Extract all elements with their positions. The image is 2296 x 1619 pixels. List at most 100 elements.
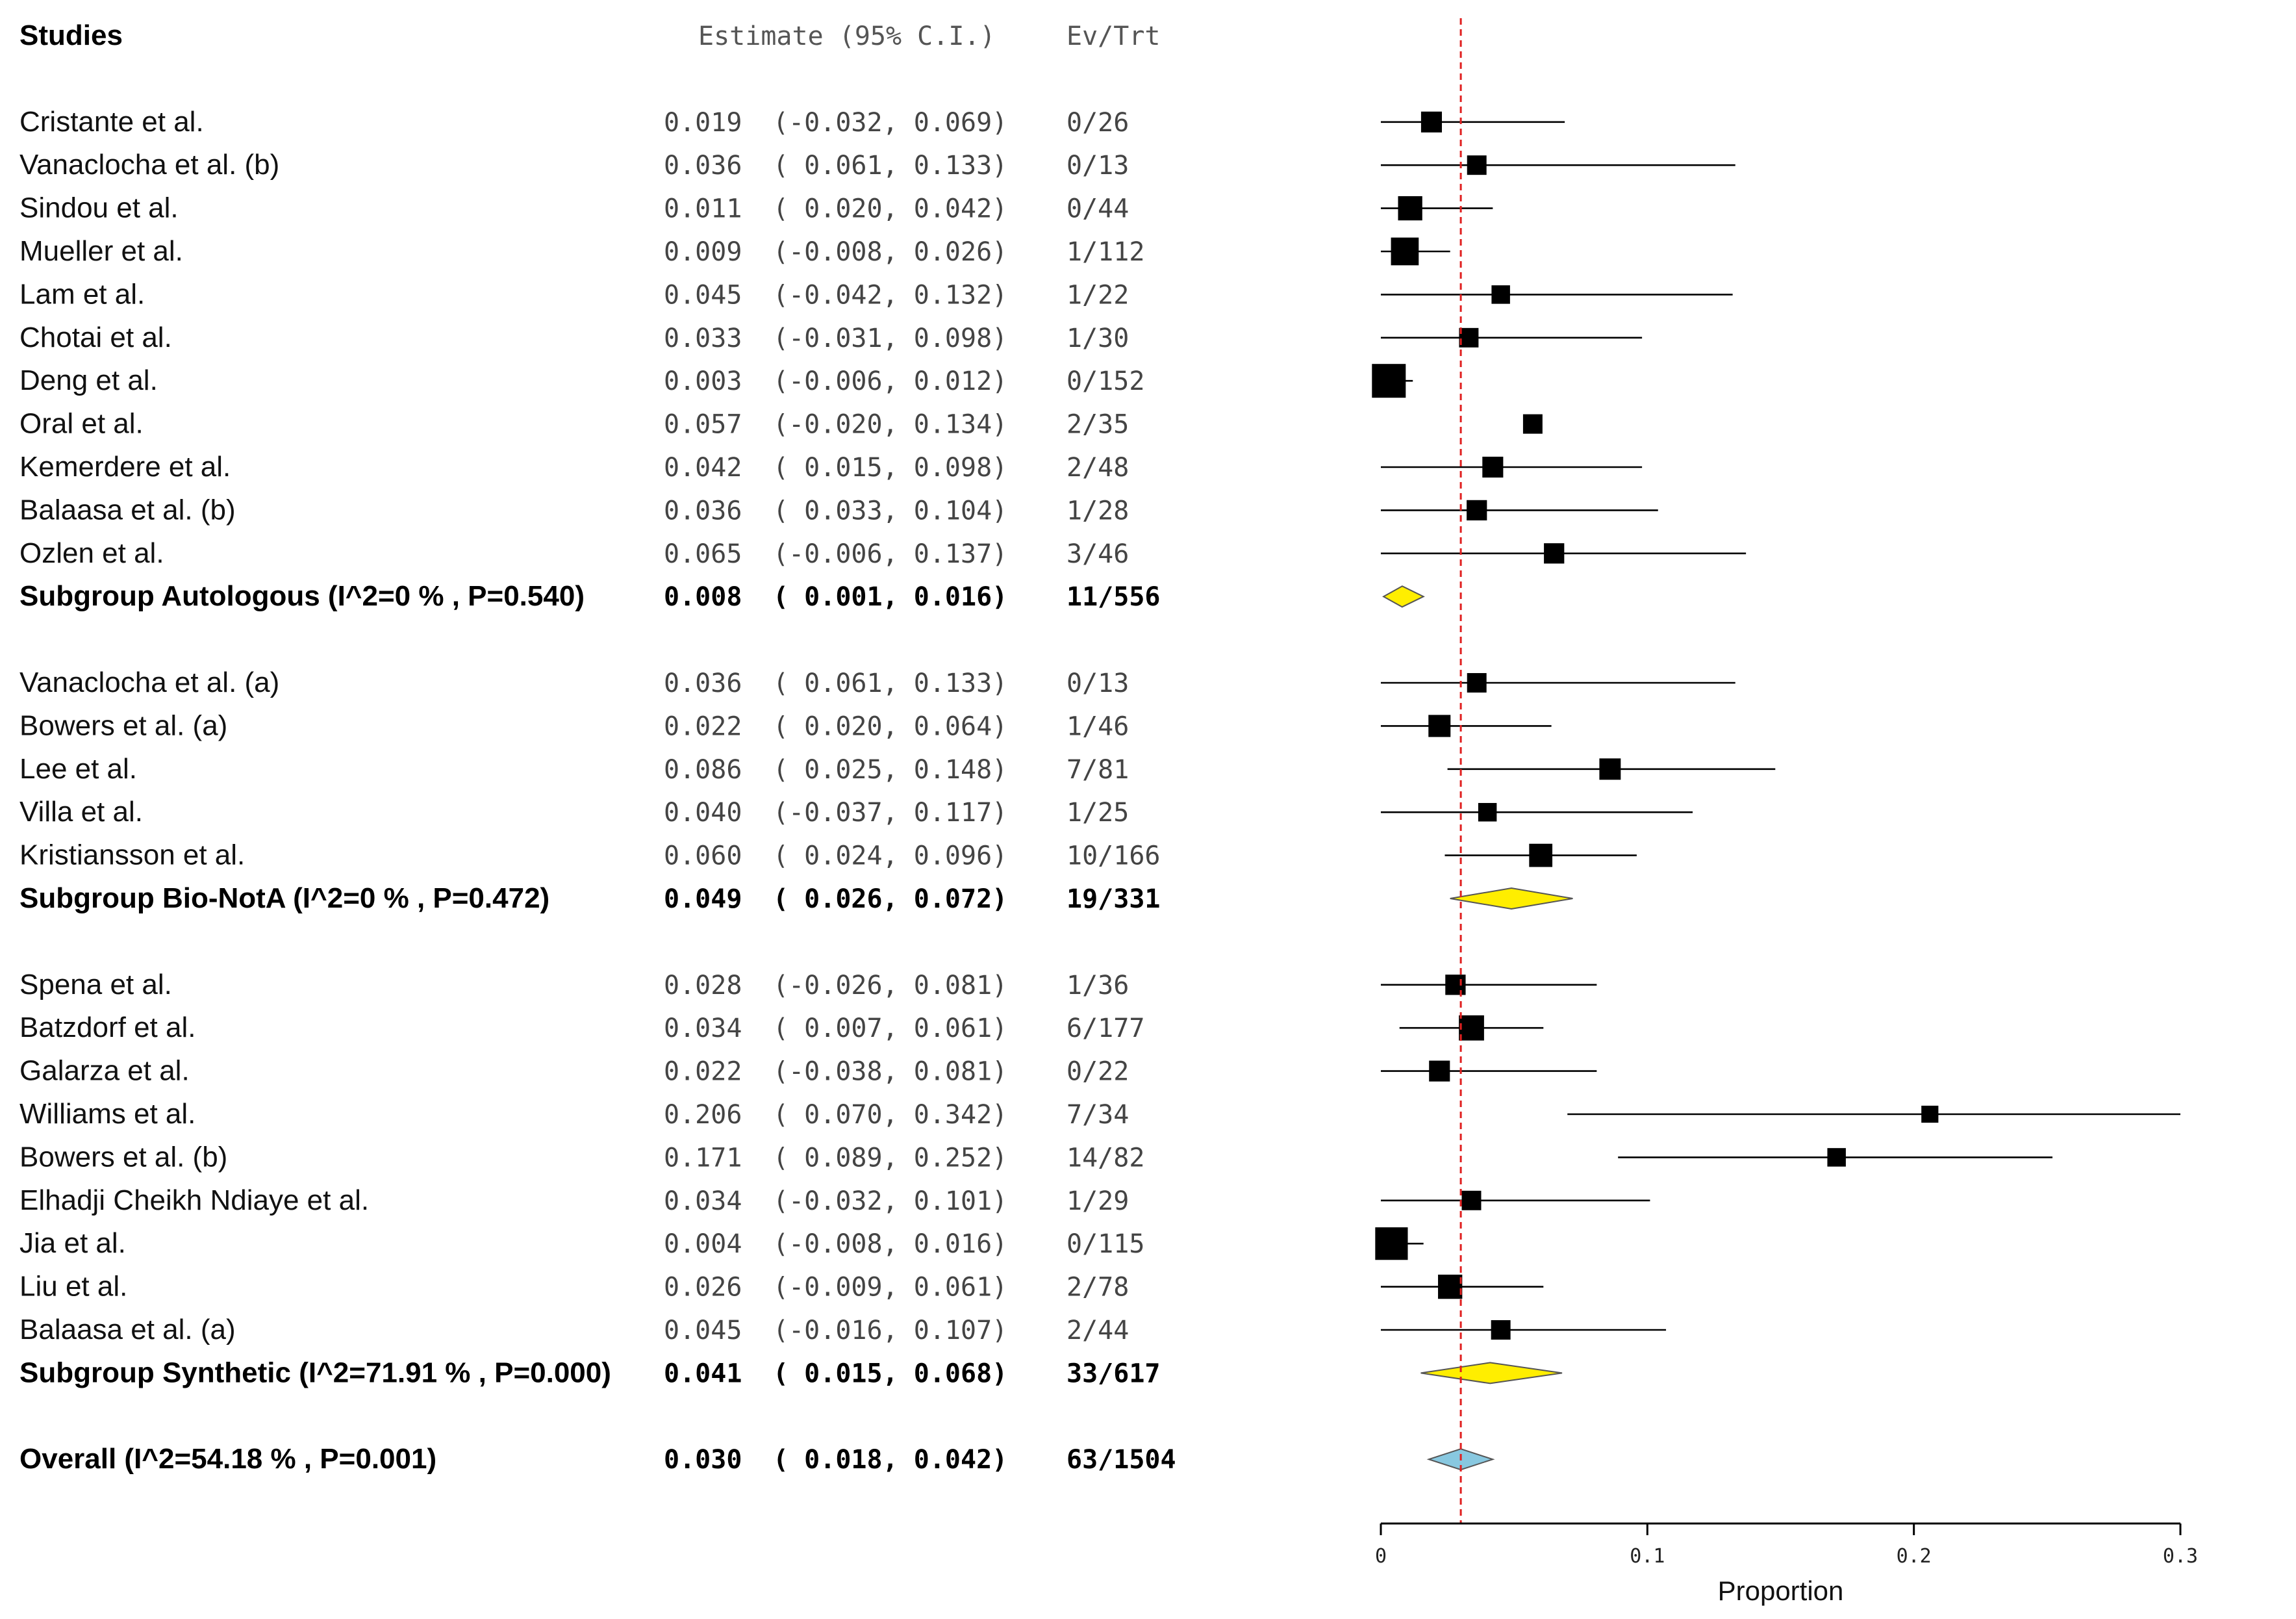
ci-value: ( 0.015, 0.068) [773, 1358, 1007, 1388]
ci-value: (-0.032, 0.069) [773, 108, 1007, 138]
estimate-value: 0.041 [664, 1358, 742, 1388]
study-label: Lee et al. [19, 753, 137, 785]
events-value: 3/46 [1066, 539, 1129, 569]
study-label: Villa et al. [19, 796, 143, 828]
study-label: Jia et al. [19, 1227, 126, 1259]
events-value: 19/331 [1066, 884, 1161, 914]
events-value: 0/13 [1066, 669, 1129, 698]
events-value: 14/82 [1066, 1143, 1144, 1173]
ci-value: (-0.037, 0.117) [773, 798, 1007, 828]
events-value: 10/166 [1066, 841, 1161, 871]
events-value: 11/556 [1066, 582, 1161, 612]
plot-marks [1372, 18, 2180, 1523]
estimate-value: 0.065 [664, 539, 742, 569]
estimate-value: 0.042 [664, 453, 742, 483]
events-value: 6/177 [1066, 1013, 1144, 1043]
study-point-marker [1467, 500, 1487, 521]
estimate-value: 0.003 [664, 366, 742, 396]
events-value: 0/13 [1066, 151, 1129, 181]
ci-value: (-0.042, 0.132) [773, 280, 1007, 310]
estimate-value: 0.034 [664, 1013, 742, 1043]
overall-label: Overall (I^2=54.18 % , P=0.001) [19, 1443, 436, 1475]
study-label: Oral et al. [19, 408, 144, 440]
study-label: Elhadji Cheikh Ndiaye et al. [19, 1184, 369, 1216]
events-value: 0/26 [1066, 108, 1129, 138]
estimate-value: 0.008 [664, 582, 742, 612]
ci-value: ( 0.024, 0.096) [773, 841, 1007, 871]
study-label: Bowers et al. (a) [19, 709, 227, 741]
study-label: Vanaclocha et al. (b) [19, 149, 279, 181]
subgroup-label: Subgroup Autologous (I^2=0 % , P=0.540) [19, 580, 585, 612]
studies-header: Studies [19, 19, 123, 51]
ci-value: (-0.009, 0.061) [773, 1273, 1007, 1303]
ci-value: ( 0.018, 0.042) [773, 1445, 1007, 1475]
events-value: 1/28 [1066, 496, 1129, 526]
ci-value: ( 0.070, 0.342) [773, 1100, 1007, 1130]
ci-value: (-0.020, 0.134) [773, 410, 1007, 440]
ci-value: ( 0.033, 0.104) [773, 496, 1007, 526]
events-value: 63/1504 [1066, 1445, 1176, 1475]
study-point-marker [1459, 327, 1479, 348]
study-point-marker [1921, 1105, 1939, 1123]
estimate-value: 0.019 [664, 108, 742, 138]
study-point-marker [1827, 1148, 1846, 1167]
events-value: 0/115 [1066, 1229, 1144, 1259]
study-point-marker [1491, 285, 1510, 304]
events-header: Ev/Trt [1066, 21, 1161, 51]
estimate-value: 0.011 [664, 194, 742, 224]
estimate-value: 0.045 [664, 1316, 742, 1345]
study-label: Kristiansson et al. [19, 839, 245, 871]
events-value: 7/81 [1066, 755, 1129, 785]
subgroup-diamond [1450, 887, 1573, 910]
estimate-header: Estimate (95% C.I.) [698, 21, 996, 51]
study-label: Ozlen et al. [19, 537, 164, 569]
study-point-marker [1529, 843, 1553, 867]
ci-value: ( 0.020, 0.042) [773, 194, 1007, 224]
study-label: Spena et al. [19, 969, 172, 1001]
estimate-value: 0.004 [664, 1229, 742, 1259]
study-point-marker [1375, 1227, 1408, 1260]
study-point-marker [1372, 364, 1406, 398]
events-value: 1/112 [1066, 237, 1144, 267]
subgroup-diamond [1382, 585, 1425, 608]
subgroup-label: Subgroup Bio-NotA (I^2=0 % , P=0.472) [19, 882, 549, 914]
events-value: 33/617 [1066, 1358, 1161, 1388]
study-label: Deng et al. [19, 364, 158, 396]
estimate-value: 0.057 [664, 410, 742, 440]
subgroup-label: Subgroup Synthetic (I^2=71.91 % , P=0.00… [19, 1357, 611, 1388]
estimate-value: 0.040 [664, 798, 742, 828]
axis-tick-label: 0.3 [2163, 1545, 2198, 1568]
ci-value: (-0.006, 0.137) [773, 539, 1007, 569]
events-value: 1/22 [1066, 280, 1129, 310]
estimate-value: 0.045 [664, 280, 742, 310]
study-label: Vanaclocha et al. (a) [19, 667, 279, 698]
study-point-marker [1467, 155, 1487, 175]
estimate-value: 0.022 [664, 1057, 742, 1087]
study-point-marker [1445, 975, 1466, 995]
ci-value: ( 0.015, 0.098) [773, 453, 1007, 483]
estimate-value: 0.030 [664, 1445, 742, 1475]
ci-value: (-0.038, 0.081) [773, 1057, 1007, 1087]
axis-tick-label: 0.1 [1630, 1545, 1665, 1568]
events-value: 1/30 [1066, 324, 1129, 353]
study-label: Sindou et al. [19, 192, 179, 224]
ci-value: ( 0.061, 0.133) [773, 151, 1007, 181]
table-text: Studies Estimate (95% C.I.) Ev/Trt Cristant… [19, 19, 1176, 1475]
ci-value: ( 0.001, 0.016) [773, 582, 1007, 612]
subgroup-diamond [1420, 1362, 1563, 1384]
axis-tick-label: 0 [1375, 1545, 1387, 1568]
ci-value: (-0.026, 0.081) [773, 971, 1007, 1001]
events-value: 1/29 [1066, 1186, 1129, 1216]
ci-value: ( 0.025, 0.148) [773, 755, 1007, 785]
study-point-marker [1491, 1320, 1511, 1340]
ci-value: (-0.008, 0.016) [773, 1229, 1007, 1259]
estimate-value: 0.033 [664, 324, 742, 353]
ci-value: ( 0.020, 0.064) [773, 711, 1007, 741]
estimate-value: 0.026 [664, 1273, 742, 1303]
estimate-value: 0.009 [664, 237, 742, 267]
ci-value: ( 0.026, 0.072) [773, 884, 1007, 914]
x-axis: 0 0.1 0.2 0.3 Proportion [1375, 1522, 2198, 1606]
events-value: 0/44 [1066, 194, 1129, 224]
ci-value: ( 0.007, 0.061) [773, 1013, 1007, 1043]
